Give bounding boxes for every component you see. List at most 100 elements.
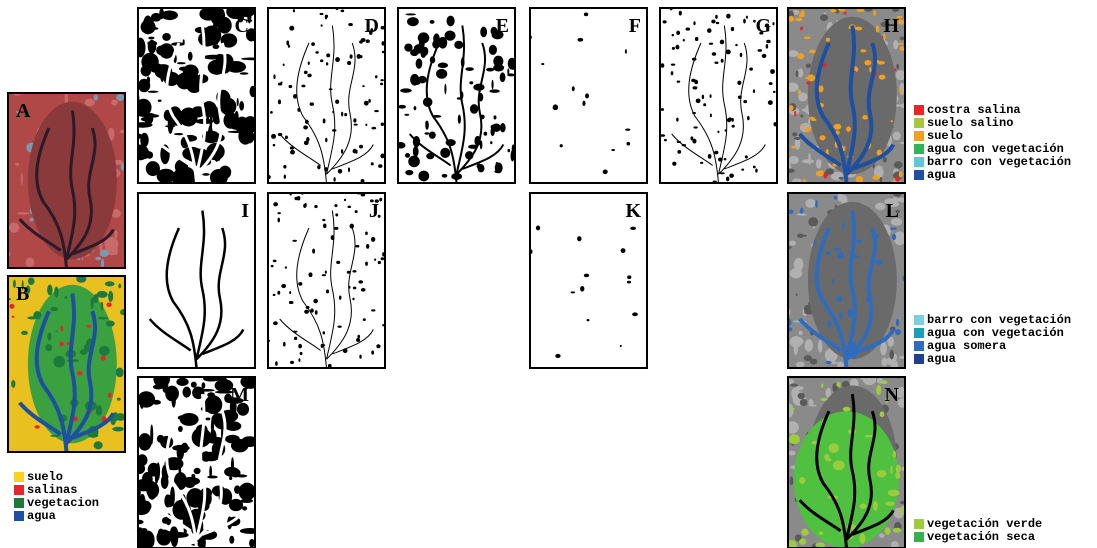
texture [293,9,295,12]
texture [350,54,353,58]
texture [355,210,358,213]
texture [826,38,830,42]
texture [308,272,312,277]
texture [322,219,325,221]
texture [798,68,804,77]
texture [339,296,342,300]
texture [790,408,795,411]
texture [114,230,117,238]
legend-swatch [14,511,24,521]
texture [405,153,410,158]
texture [806,81,811,84]
texture [816,171,824,177]
panel-letter: H [883,15,899,37]
texture [663,20,667,23]
panel-letter: C [235,15,249,37]
texture [363,318,366,321]
texture [141,436,149,450]
texture [413,146,419,157]
texture [416,58,423,68]
texture [848,309,853,317]
panel-letter: N [885,384,900,406]
texture [458,115,461,124]
texture [313,299,318,304]
texture [289,85,293,88]
texture [146,482,159,499]
panel-background [268,193,385,368]
map-panel: J [267,191,386,368]
texture [80,349,87,355]
texture [101,356,106,361]
texture [891,120,893,122]
texture [213,23,218,28]
texture [77,371,83,375]
texture [895,472,900,479]
texture [496,162,499,167]
texture [85,99,95,107]
texture [745,155,748,158]
texture [188,52,193,61]
texture [191,544,204,546]
texture [820,14,828,21]
texture [814,240,816,245]
texture [414,81,420,84]
texture [380,79,383,81]
texture [407,17,419,26]
texture [484,132,488,136]
texture [148,40,157,54]
legend-label: suelo salino [927,116,1013,130]
texture [398,105,406,109]
texture [724,158,727,160]
texture [55,330,57,332]
texture [671,71,674,75]
texture [804,36,811,39]
texture [577,236,581,241]
texture [201,451,212,462]
texture [710,113,712,117]
texture [489,45,497,55]
texture [795,18,802,22]
legend: costra salinasuelo salinosueloagua con v… [914,103,1071,182]
texture [359,145,363,149]
texture [541,63,544,65]
texture [876,25,880,32]
texture [893,40,898,49]
texture [728,117,732,121]
texture [414,106,417,110]
texture [879,533,884,537]
texture [202,173,210,176]
texture [371,237,375,242]
legend-label: agua con vegetación [927,326,1064,340]
texture [315,51,318,54]
texture [816,159,822,169]
texture [585,93,589,98]
texture [839,312,842,320]
texture [307,74,311,78]
texture [898,43,903,45]
texture [162,33,171,41]
texture [770,69,775,74]
texture [12,316,15,318]
texture [880,411,885,417]
texture [438,63,448,69]
texture [9,222,19,233]
texture [133,122,153,128]
texture [60,326,63,332]
texture [47,285,52,296]
texture [872,175,880,179]
texture [47,332,51,340]
texture [740,53,743,57]
texture [726,176,730,181]
texture [132,502,150,515]
texture [94,94,98,100]
texture [470,104,479,114]
texture [731,118,733,122]
texture [143,15,153,34]
texture [45,344,52,351]
texture [361,288,366,292]
figure: ABCDEFGHIJKLMNsuelosalinasvegetacionagua… [0,0,1097,548]
texture [860,504,867,509]
texture [366,39,370,43]
texture [433,33,440,44]
texture [280,82,282,84]
